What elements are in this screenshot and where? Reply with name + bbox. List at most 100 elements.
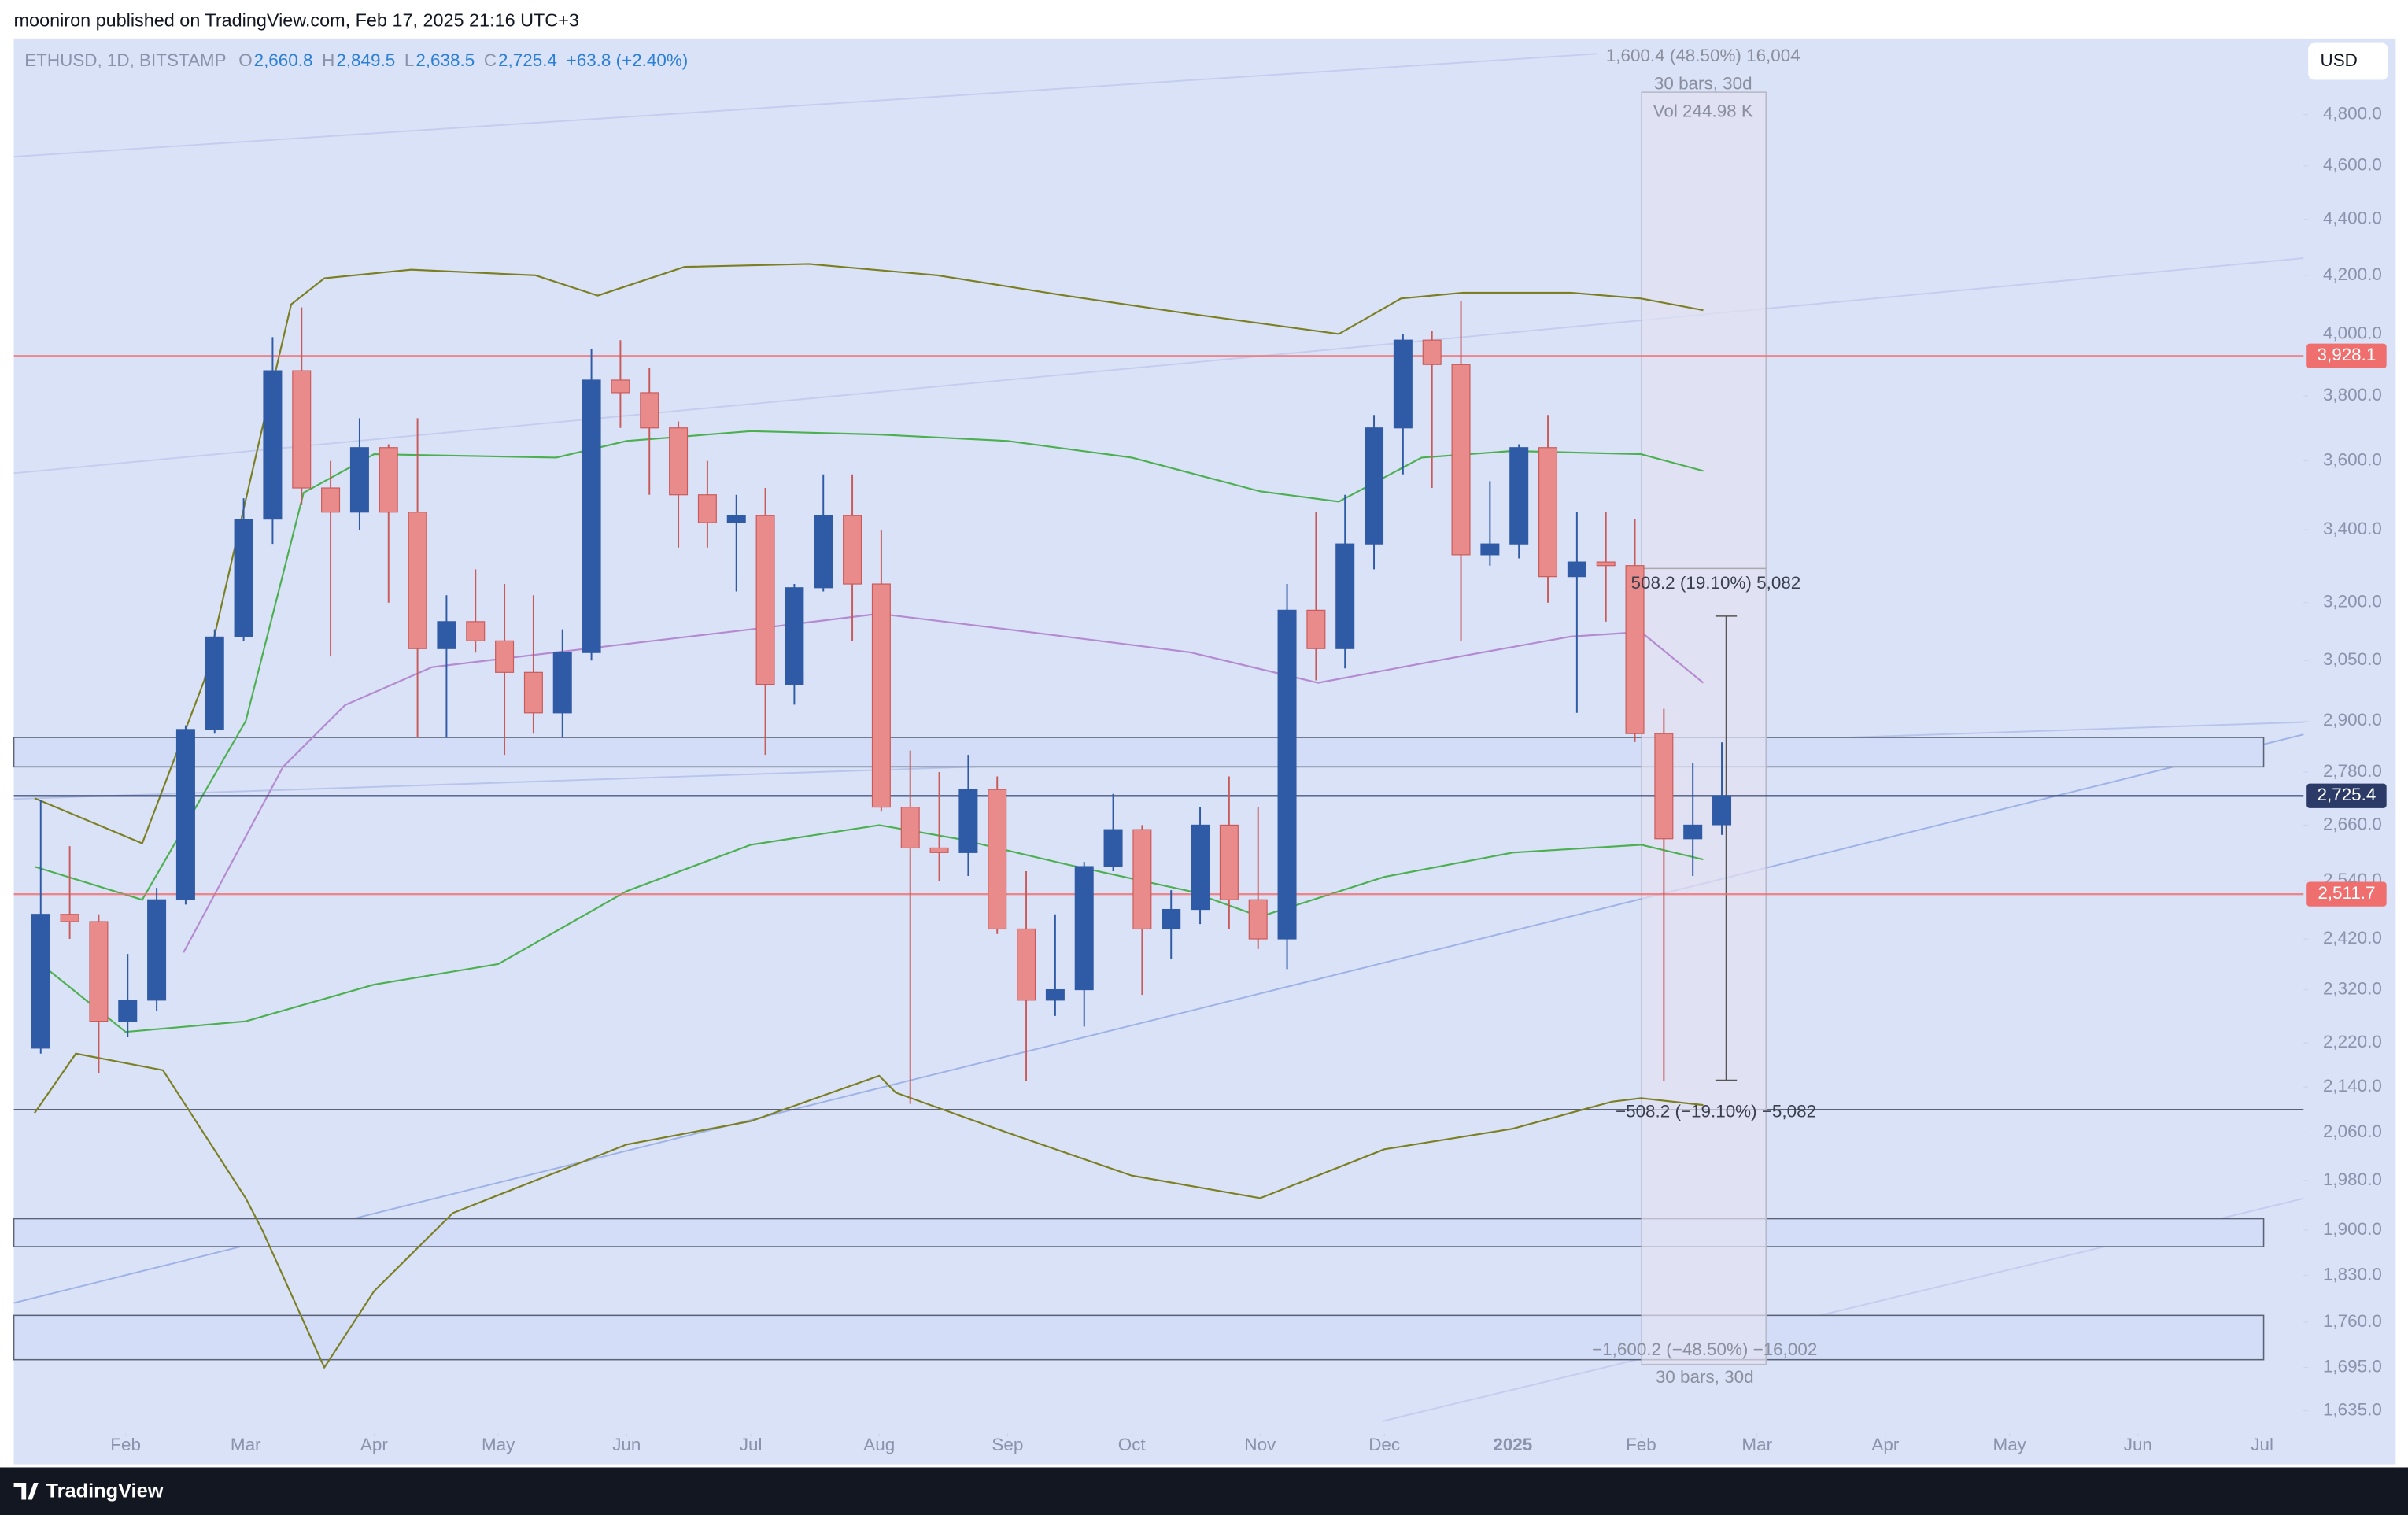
candle-body (1712, 795, 1732, 826)
candle-body (929, 847, 949, 853)
y-tick-label: 1,760.0 (2323, 1311, 2382, 1331)
candle-body (523, 671, 543, 714)
measure-tool (1631, 91, 1767, 1365)
candle-body (60, 914, 79, 922)
candle-body (1422, 339, 1442, 365)
publisher: mooniron published on TradingView.com, F… (14, 10, 579, 31)
x-tick-label: May (482, 1435, 515, 1454)
zone (13, 737, 2265, 768)
candle-body (1191, 824, 1210, 911)
channel-line (13, 257, 2304, 475)
candle-body (726, 515, 746, 523)
x-tick-label: Jul (740, 1435, 763, 1454)
candle-body (234, 519, 253, 637)
y-tick-label: 1,980.0 (2323, 1170, 2382, 1189)
candle-body (1625, 565, 1645, 734)
currency-button[interactable] (2308, 42, 2388, 80)
candle-body (785, 587, 804, 685)
measure-label: 30 bars, 30d (1654, 73, 1752, 93)
y-tick-label: 4,200.0 (2323, 264, 2382, 284)
x-tick-label: Feb (1626, 1435, 1656, 1454)
y-tick-label: 4,400.0 (2323, 209, 2382, 228)
currency[interactable]: USD (2320, 50, 2357, 70)
x-tick-label: Dec (1368, 1435, 1400, 1454)
legend-symbol: ETHUSD, 1D, BITSTAMP (24, 50, 226, 70)
candle-body (1509, 447, 1529, 545)
y-tick-label: 4,600.0 (2323, 155, 2382, 175)
legend-key: L (404, 50, 414, 70)
candle-body (408, 512, 427, 649)
x-tick-label: Feb (110, 1435, 141, 1454)
legend-value: 2,660.8 (254, 50, 313, 70)
legend-value: 2,638.5 (415, 50, 475, 70)
candle-body (900, 807, 920, 849)
footer-bar (0, 1467, 2408, 1515)
measure-label: −508.2 (−19.10%) −5,082 (1616, 1101, 1816, 1121)
price-tag (2306, 783, 2387, 808)
y-tick-label: 2,660.0 (2323, 814, 2382, 833)
measure-label: 30 bars, 30d (1656, 1367, 1754, 1387)
y-tick-label: 3,800.0 (2323, 385, 2382, 405)
candle-body (611, 379, 630, 394)
candle-body (1335, 543, 1355, 649)
candle-body (871, 583, 891, 808)
candle-body (697, 494, 717, 523)
indicator-line (183, 612, 1704, 953)
candle-body (175, 729, 195, 900)
candle-body (755, 515, 775, 685)
x-tick-label: 2025 (1493, 1435, 1532, 1454)
candle-body (1538, 447, 1558, 578)
y-tick-label: 2,900.0 (2323, 710, 2382, 730)
candle-body (1683, 824, 1703, 840)
candle-body (1567, 561, 1586, 578)
x-tick-label: May (1993, 1435, 2027, 1454)
x-tick-label: Jul (2251, 1435, 2273, 1454)
y-tick-label: 2,320.0 (2323, 978, 2382, 998)
candle-body (379, 447, 398, 513)
legend-fields: O 2,660.8 H 2,849.5 L 2,638.5 C 2,725.4 +63.8 (+… (238, 50, 688, 70)
zones-layer (13, 737, 2304, 1361)
y-tick-label: 2,780.0 (2323, 761, 2382, 781)
y-tick-label: 2,420.0 (2323, 928, 2382, 948)
candle-body (669, 427, 689, 496)
zone (13, 1218, 2265, 1247)
measure-label: 1,600.4 (48.50%) 16,004 (1606, 46, 1800, 65)
candle-body (1074, 866, 1094, 991)
candle-body (1017, 928, 1036, 1001)
price-tag (2306, 343, 2387, 368)
legend-key: H (322, 50, 334, 70)
candle-body (552, 652, 572, 714)
candle-body (1365, 427, 1384, 545)
price-tag-label: 2,511.7 (2318, 883, 2375, 903)
measure-label: 508.2 (19.10%) 5,082 (1631, 573, 1801, 593)
measure-box (1641, 91, 1767, 1365)
candle-body (263, 370, 283, 520)
indicator-line (34, 1052, 1704, 1369)
price-tag-label: 2,725.4 (2318, 785, 2377, 804)
candle-body (843, 515, 862, 585)
measure-label: −1,600.2 (−48.50%) −16,002 (1592, 1339, 1817, 1359)
candle-body (1248, 899, 1268, 940)
candle-body (814, 515, 833, 589)
candle-body (1277, 609, 1297, 940)
y-tick-label: 1,635.0 (2323, 1400, 2382, 1420)
x-tick-label: Apr (1871, 1435, 1899, 1454)
y-tick-label: 1,900.0 (2323, 1219, 2382, 1239)
x-tick-label: Apr (360, 1435, 388, 1454)
y-tick-label: 2,220.0 (2323, 1032, 2382, 1051)
candle-body (1480, 543, 1500, 556)
legend-change: +63.8 (+2.40%) (567, 50, 689, 70)
candle-body (118, 1000, 138, 1022)
candle-body (437, 621, 456, 649)
x-tick-label: Oct (1118, 1435, 1147, 1454)
candle-body (1654, 733, 1674, 840)
candle-body (321, 487, 341, 513)
price-tag (2306, 881, 2387, 907)
candle-body (1306, 609, 1326, 649)
candle-body (349, 447, 369, 513)
candle-body (89, 921, 109, 1022)
candle-body (292, 370, 312, 489)
candle-body (582, 379, 601, 653)
data-layer: 1,600.4 (48.50%) 16,004 30 bars, 30d Vol 2… (13, 46, 2304, 1387)
